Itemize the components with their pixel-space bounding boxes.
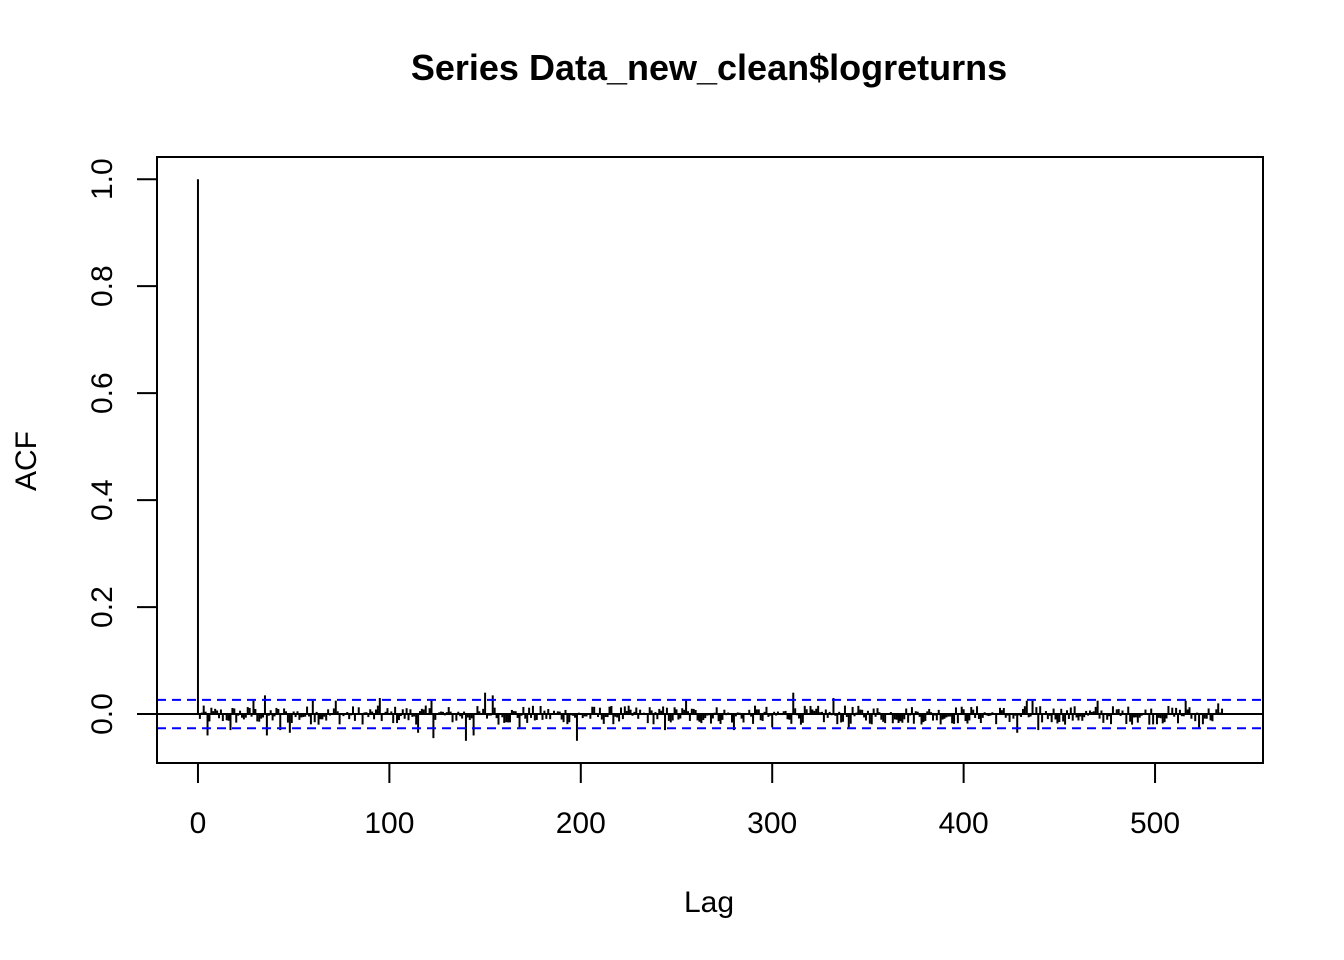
y-axis-label: ACF	[10, 431, 43, 491]
x-tick-label-0: 0	[190, 807, 207, 840]
plot-area: 0 100 200 300 400 500 0.0 0.2 0.4 0.6 0.8 1.0	[86, 156, 1264, 840]
x-tick-label-300: 300	[747, 807, 797, 840]
y-tick-label-0: 0.0	[86, 693, 119, 735]
plot-frame	[156, 156, 1264, 764]
chart-title: Series Data_new_clean$logreturns	[411, 47, 1007, 88]
x-axis-label: Lag	[684, 886, 734, 919]
x-tick-label-100: 100	[364, 807, 414, 840]
y-tick-label-1: 1.0	[86, 158, 119, 200]
y-tick-label-0.2: 0.2	[86, 586, 119, 628]
x-tick-label-500: 500	[1130, 807, 1180, 840]
x-tick-label-200: 200	[556, 807, 606, 840]
y-tick-label-0.6: 0.6	[86, 372, 119, 414]
y-tick-label-0.4: 0.4	[86, 479, 119, 521]
x-tick-label-400: 400	[939, 807, 989, 840]
y-tick-label-0.8: 0.8	[86, 265, 119, 307]
